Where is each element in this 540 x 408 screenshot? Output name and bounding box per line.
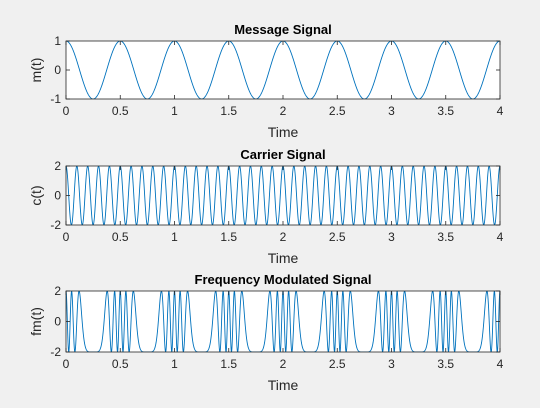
message-xtick-label: 2.5 [329, 104, 346, 118]
carrier-ylabel: c(t) [28, 185, 44, 205]
carrier-title: Carrier Signal [240, 147, 325, 162]
message-plot-area [66, 41, 500, 99]
message-xtick-label: 3.5 [437, 104, 454, 118]
fm-xtick-label: 3.5 [437, 357, 454, 371]
carrier-plot-area [66, 166, 500, 225]
carrier-xtick-label: 0.5 [112, 230, 129, 244]
message-ytick-label: 1 [54, 34, 61, 48]
carrier-ytick-label: -2 [50, 218, 61, 232]
carrier-ytick-label: 0 [54, 189, 61, 203]
fm-ytick-label: 2 [54, 284, 61, 298]
carrier-xlabel: Time [268, 250, 299, 266]
carrier-xtick-label: 3 [388, 230, 395, 244]
message-xtick-label: 1 [171, 104, 178, 118]
message-ytick-label: -1 [50, 92, 61, 106]
carrier-xtick-label: 3.5 [437, 230, 454, 244]
message-title: Message Signal [234, 22, 332, 37]
fm-xtick-label: 4 [497, 357, 504, 371]
fm-xtick-label: 0 [63, 357, 70, 371]
fm-xlabel: Time [268, 377, 299, 393]
carrier-series-line [66, 166, 500, 225]
message-ylabel: m(t) [28, 58, 44, 83]
fm-xtick-label: 0.5 [112, 357, 129, 371]
message-xtick-label: 1.5 [220, 104, 237, 118]
fm-ytick-label: -2 [50, 345, 61, 359]
fm-xtick-label: 1 [171, 357, 178, 371]
carrier-xtick-label: 4 [497, 230, 504, 244]
message-ytick-label: 0 [54, 63, 61, 77]
fm-ylabel: fm(t) [28, 307, 44, 336]
fm-xtick-label: 2 [280, 357, 287, 371]
carrier-ytick-label: 2 [54, 159, 61, 173]
fm-xtick-label: 1.5 [220, 357, 237, 371]
carrier-xtick-label: 1.5 [220, 230, 237, 244]
message-xtick-label: 0.5 [112, 104, 129, 118]
carrier-xtick-label: 0 [63, 230, 70, 244]
message-xtick-label: 0 [63, 104, 70, 118]
message-xtick-label: 3 [388, 104, 395, 118]
carrier-xtick-label: 2 [280, 230, 287, 244]
carrier-xtick-label: 2.5 [329, 230, 346, 244]
carrier-xtick-label: 1 [171, 230, 178, 244]
message-xtick-label: 2 [280, 104, 287, 118]
fm-series-line [66, 291, 500, 352]
message-xtick-label: 4 [497, 104, 504, 118]
fm-xtick-label: 2.5 [329, 357, 346, 371]
message-series-line [66, 41, 500, 99]
fm-ytick-label: 0 [54, 315, 61, 329]
fm-title: Frequency Modulated Signal [195, 272, 372, 287]
fm-xtick-label: 3 [388, 357, 395, 371]
message-xlabel: Time [268, 124, 299, 140]
